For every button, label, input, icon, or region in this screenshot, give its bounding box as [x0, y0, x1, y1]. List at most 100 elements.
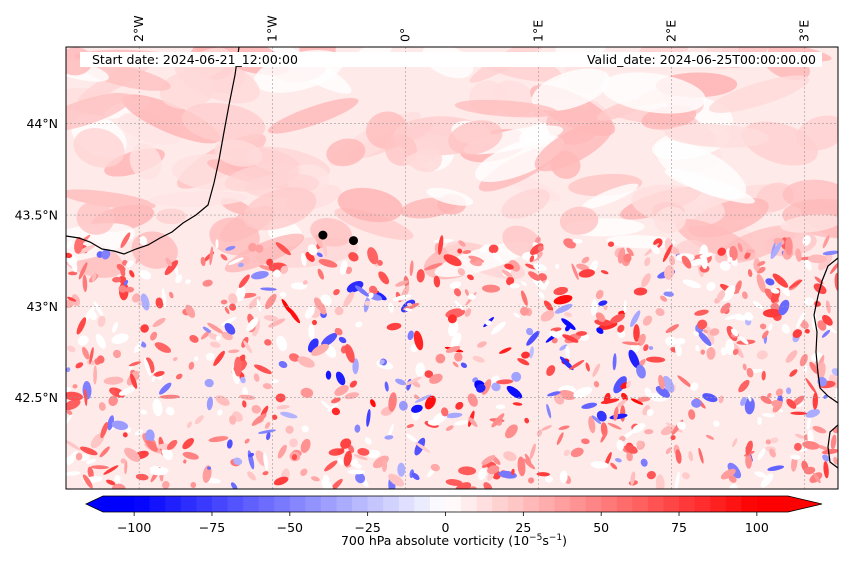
field-streak: [445, 479, 463, 486]
field-streak: [183, 459, 187, 464]
field-streak: [449, 281, 462, 289]
field-streak: [111, 333, 129, 345]
field-streak: [151, 375, 156, 383]
field-streak: [152, 317, 166, 328]
field-streak: [182, 451, 199, 460]
field-streak: [524, 453, 532, 464]
field-streak: [506, 276, 515, 286]
field-streak: [108, 395, 119, 407]
field-streak: [822, 454, 830, 462]
field-streak: [288, 307, 301, 324]
field-streak: [738, 379, 750, 393]
field-streak: [238, 262, 244, 268]
field-streak: [253, 373, 260, 382]
field-streak: [757, 261, 766, 267]
field-streak: [822, 314, 833, 326]
field-streak: [66, 240, 73, 249]
field-streak: [220, 299, 228, 305]
field-streak: [344, 344, 355, 363]
field-streak: [258, 429, 276, 434]
field-blob: [66, 189, 156, 210]
field-streak: [213, 350, 225, 366]
colorbar-step: [647, 496, 664, 512]
field-streak: [97, 315, 106, 327]
field-streak: [140, 341, 147, 348]
field-streak: [450, 332, 462, 349]
field-streak: [535, 236, 541, 244]
field-streak: [71, 259, 78, 273]
field-streak: [264, 339, 272, 346]
field-streak: [636, 364, 646, 379]
colorbar-step: [398, 496, 415, 512]
field-streak: [217, 409, 223, 416]
field-streak: [742, 363, 747, 371]
field-streak: [320, 294, 332, 306]
field-streak: [537, 245, 544, 252]
field-streak: [669, 255, 676, 266]
field-streak: [226, 439, 233, 449]
colorbar-step: [118, 496, 135, 512]
field-streak: [759, 323, 767, 330]
field-streak: [501, 269, 513, 278]
field-streak: [135, 256, 141, 264]
field-streak: [145, 429, 155, 443]
field-streak: [275, 393, 286, 403]
field-streak: [702, 329, 708, 334]
field-streak: [655, 308, 665, 317]
field-streak: [321, 332, 338, 347]
field-streak: [476, 383, 486, 393]
field-streak: [66, 391, 84, 401]
field-streak: [429, 373, 443, 384]
field-streak: [438, 235, 444, 255]
field-blob: [403, 149, 439, 166]
field-streak: [279, 291, 287, 298]
field-streak: [194, 415, 204, 425]
field-streak: [724, 313, 742, 321]
field-streak: [503, 451, 517, 462]
field-streak: [746, 367, 754, 378]
field-streak: [693, 331, 699, 336]
field-streak: [821, 448, 838, 455]
field-streak: [676, 421, 686, 430]
colorbar-steps: [103, 496, 789, 512]
field-streak: [713, 420, 720, 427]
field-streak: [644, 257, 651, 267]
field-streak: [812, 426, 827, 434]
field-streak: [792, 329, 803, 339]
field-streak: [239, 394, 256, 400]
field-streak: [164, 260, 179, 276]
field-blob: [337, 187, 403, 223]
field-blob: [780, 214, 838, 233]
latitude-label: 44°N: [26, 116, 58, 131]
field-streak: [641, 273, 651, 288]
field-streak: [682, 472, 690, 480]
field-streak: [630, 343, 640, 353]
field-streak: [454, 300, 464, 311]
field-streak: [655, 474, 665, 489]
field-streak: [546, 365, 556, 377]
field-streak: [829, 261, 838, 275]
field-streak: [817, 320, 827, 331]
field-streak: [610, 462, 618, 470]
field-streak: [186, 421, 192, 429]
field-streak: [561, 318, 576, 330]
field-streak: [613, 406, 619, 421]
field-streak: [315, 234, 323, 249]
field-streak: [690, 382, 699, 391]
field-streak: [803, 466, 816, 475]
field-streak: [355, 472, 366, 484]
field-streak: [103, 465, 119, 475]
field-streak: [674, 343, 682, 357]
colorbar-step: [476, 496, 493, 512]
field-streak: [297, 356, 315, 368]
field-streak: [761, 370, 766, 381]
map-panel: [65, 46, 839, 490]
field-streak: [769, 448, 776, 458]
colorbar-step: [554, 496, 571, 512]
field-streak: [139, 269, 152, 280]
field-streak: [487, 465, 500, 475]
field-streak: [416, 269, 425, 283]
field-streak: [804, 328, 810, 334]
field-streak: [674, 337, 686, 345]
field-streak: [288, 353, 300, 362]
